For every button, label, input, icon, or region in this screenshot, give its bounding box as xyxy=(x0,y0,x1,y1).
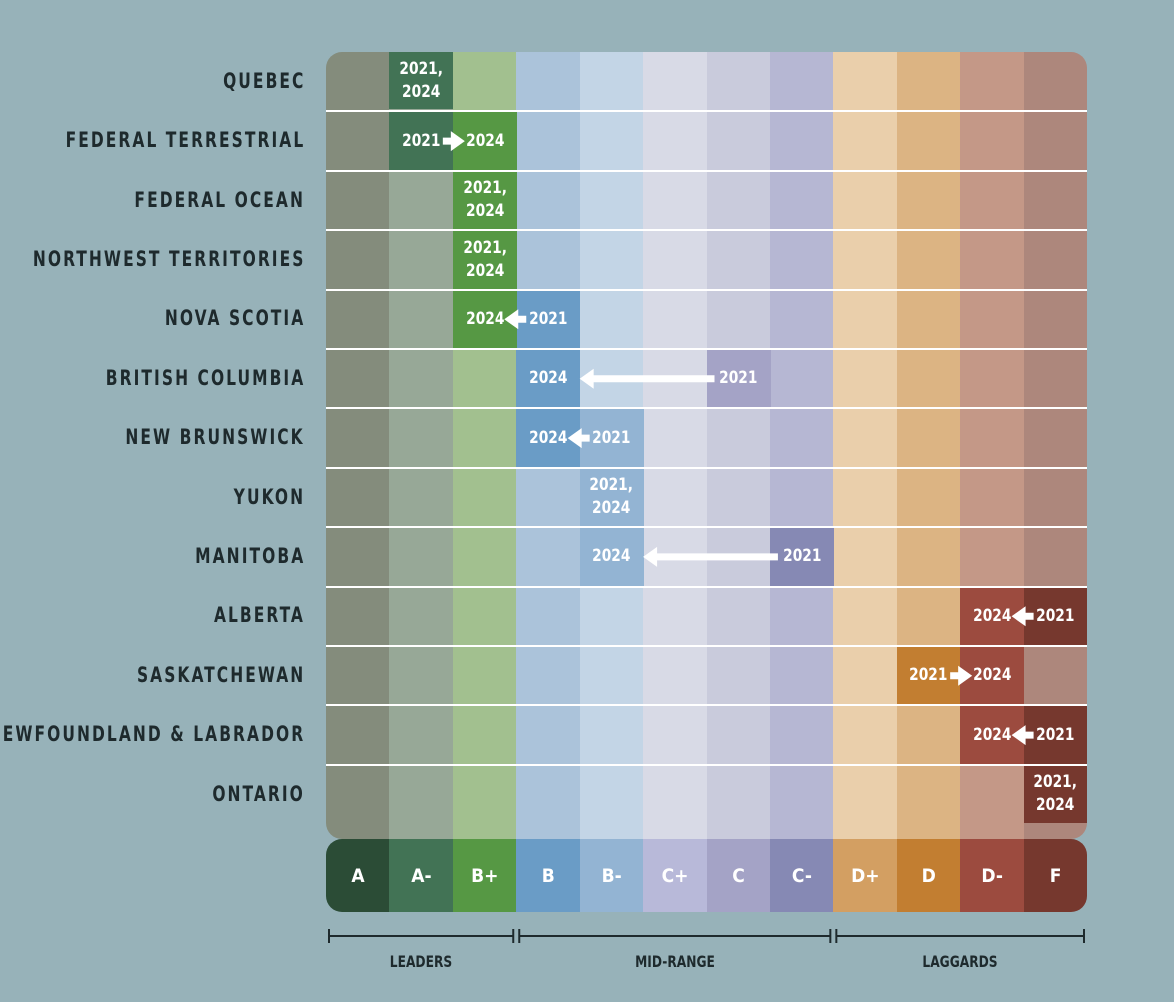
change-arrows xyxy=(442,131,1034,746)
grade-column-a-minus xyxy=(389,52,454,839)
grade-column-d xyxy=(896,52,961,839)
row-divider xyxy=(326,229,1087,232)
manitoba-2021-year-label: 2021 xyxy=(782,546,822,567)
alberta-2024-year-label: 2024 xyxy=(973,605,1012,626)
saskatchewan-2021-year-label: 2021 xyxy=(909,665,948,686)
grade-column-c-minus xyxy=(769,52,834,839)
row-divider xyxy=(326,169,1087,172)
row-label-nova-scotia: NOVA SCOTIA xyxy=(164,306,305,331)
saskatchewan-2021-grade-badge: 2021 xyxy=(896,647,961,705)
manitoba-2021-grade-badge: 2021 xyxy=(769,528,834,586)
row-label-ontario: ONTARIO xyxy=(212,781,305,806)
ontario-grade-badge: 2021, 2024 xyxy=(1023,765,1087,824)
row-label-manitoba: MANITOBA xyxy=(194,543,305,568)
federal-terrestrial-2024-year-label: 2024 xyxy=(465,130,504,151)
legend-grade-f: F xyxy=(1023,839,1087,912)
yukon-year-label: 2021, 2024 xyxy=(589,475,634,519)
row-divider xyxy=(326,763,1087,766)
row-label-northwest-territories: NORTHWEST TERRITORIES xyxy=(32,246,305,271)
row-label-newfoundland-labrador: NEWFOUNDLAND & LABRADOR xyxy=(0,722,305,747)
british-columbia-change-arrow xyxy=(579,368,715,389)
legend-grade-d: D xyxy=(896,839,961,912)
group-label-laggards: LAGGARDS xyxy=(922,952,998,971)
row-divider xyxy=(326,407,1087,410)
legend-grade-c-minus: C- xyxy=(769,839,834,912)
newfoundland-labrador-2024-year-label: 2024 xyxy=(973,724,1012,745)
grade-grid: 2021, 2024 2021 2024 2021, 2024 2021, 2024 20… xyxy=(326,52,1087,839)
manitoba-2024-year-label: 2024 xyxy=(592,546,631,567)
british-columbia-2024-grade-badge: 2024 xyxy=(516,350,581,408)
grade-column-c-minusplus xyxy=(643,52,708,839)
saskatchewan-change-arrow xyxy=(950,665,973,686)
grade-column-c xyxy=(706,52,771,839)
british-columbia-2021-year-label: 2021 xyxy=(719,368,758,389)
nova-scotia-2021-grade-badge: 2021 xyxy=(516,290,581,348)
newfoundland-labrador-2021-grade-badge: 2021 xyxy=(1023,706,1087,764)
row-label-saskatchewan: SASKATCHEWAN xyxy=(136,662,305,687)
newfoundland-labrador-change-arrow xyxy=(1011,725,1034,746)
row-divider xyxy=(326,526,1087,529)
northwest-territories-grade-badge: 2021, 2024 xyxy=(452,231,517,289)
legend-grade-b-minusplus: B+ xyxy=(452,839,517,912)
grade-column-a xyxy=(326,52,391,839)
legend-grade-c: C xyxy=(706,839,771,912)
legend-grade-a-minus: A- xyxy=(389,839,454,912)
row-label-yukon: YUKON xyxy=(233,484,305,509)
new-brunswick-2024-year-label: 2024 xyxy=(529,427,568,448)
row-divider xyxy=(326,704,1087,707)
group-label-mid-range: MID-RANGE xyxy=(634,952,715,971)
grade-legend: A A- B+ B B- C+ C C- D+ D D- F xyxy=(326,839,1087,912)
saskatchewan-2024-year-label: 2024 xyxy=(973,665,1012,686)
row-label-federal-terrestrial: FEDERAL TERRESTRIAL xyxy=(65,128,305,153)
british-columbia-2021-grade-badge: 2021 xyxy=(706,350,771,408)
row-divider xyxy=(326,585,1087,588)
legend-grade-d-minus: D- xyxy=(960,839,1025,912)
legend-grade-d-minusplus: D+ xyxy=(833,839,898,912)
manitoba-2024-grade-badge: 2024 xyxy=(579,528,644,586)
row-label-british-columbia: BRITISH COLUMBIA xyxy=(105,365,305,390)
row-divider xyxy=(326,288,1087,291)
new-brunswick-2021-year-label: 2021 xyxy=(592,427,631,448)
legend-grade-b: B xyxy=(516,839,581,912)
yukon-grade-badge: 2021, 2024 xyxy=(579,468,644,527)
group-label-leaders: LEADERS xyxy=(389,952,453,971)
newfoundland-labrador-2024-grade-badge: 2024 xyxy=(960,706,1025,764)
northwest-territories-year-label: 2021, 2024 xyxy=(463,237,507,281)
nova-scotia-change-arrow xyxy=(504,309,527,330)
legend-grade-c-minusplus: C+ xyxy=(643,839,708,912)
legend-grade-b-minus: B- xyxy=(579,839,644,912)
federal-terrestrial-change-arrow xyxy=(442,131,465,152)
alberta-2021-grade-badge: 2021 xyxy=(1023,587,1087,645)
row-label-federal-ocean: FEDERAL OCEAN xyxy=(134,187,305,212)
new-brunswick-change-arrow xyxy=(567,428,590,449)
federal-ocean-year-label: 2021, 2024 xyxy=(463,178,507,222)
nova-scotia-2021-year-label: 2021 xyxy=(529,308,568,329)
federal-ocean-grade-badge: 2021, 2024 xyxy=(452,171,517,230)
british-columbia-2024-year-label: 2024 xyxy=(529,368,568,389)
row-divider xyxy=(326,645,1087,647)
newfoundland-labrador-2021-year-label: 2021 xyxy=(1036,724,1075,745)
row-label-new-brunswick: NEW BRUNSWICK xyxy=(125,425,305,450)
grade-column-d-minusplus xyxy=(833,52,898,839)
ontario-year-label: 2021, 2024 xyxy=(1033,772,1078,816)
nova-scotia-2024-year-label: 2024 xyxy=(465,308,504,329)
row-divider xyxy=(326,110,1087,113)
row-divider xyxy=(326,466,1087,469)
alberta-change-arrow xyxy=(1011,606,1034,627)
quebec-grade-badge: 2021, 2024 xyxy=(389,52,454,110)
alberta-2021-year-label: 2021 xyxy=(1036,605,1075,626)
federal-terrestrial-2021-grade-badge: 2021 xyxy=(389,112,454,170)
row-divider xyxy=(326,348,1087,350)
manitoba-change-arrow xyxy=(643,546,778,567)
new-brunswick-2021-grade-badge: 2021 xyxy=(579,409,644,467)
federal-terrestrial-2021-year-label: 2021 xyxy=(402,130,441,151)
row-label-alberta: ALBERTA xyxy=(214,603,305,628)
quebec-year-label: 2021, 2024 xyxy=(399,58,444,102)
legend-grade-a: A xyxy=(326,839,391,912)
row-label-quebec: QUEBEC xyxy=(222,68,305,93)
